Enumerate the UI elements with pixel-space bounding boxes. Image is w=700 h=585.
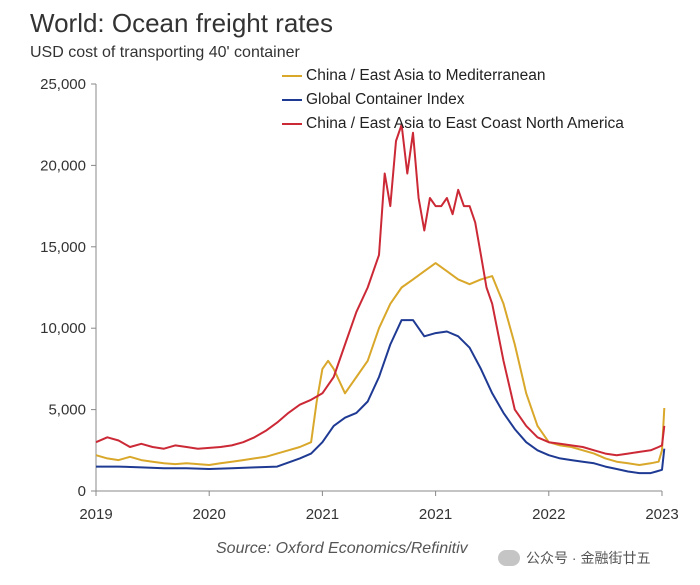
x-tick-label: 2021 bbox=[306, 506, 339, 523]
x-tick-label: 2022 bbox=[532, 506, 565, 523]
series-layer bbox=[95, 123, 666, 475]
legend-item-1: China / East Asia to Mediterranean bbox=[282, 64, 624, 88]
chart-title: World: Ocean freight rates bbox=[30, 8, 333, 38]
y-tick-label: 5,000 bbox=[48, 402, 86, 419]
legend-label: China / East Asia to Mediterranean bbox=[306, 67, 546, 84]
x-tick-label: 2020 bbox=[193, 506, 226, 523]
legend-label: China / East Asia to East Coast North Am… bbox=[306, 115, 624, 132]
watermark: 公众号 · 金融街廿五 bbox=[498, 548, 650, 568]
legend-item-3: China / East Asia to East Coast North Am… bbox=[282, 112, 624, 136]
legend-item-2: Global Container Index bbox=[282, 88, 624, 112]
chart-subtitle: USD cost of transporting 40' container bbox=[30, 44, 300, 61]
series-line-3 bbox=[95, 123, 666, 457]
y-tick-label: 20,000 bbox=[40, 157, 86, 174]
x-tick-label: 2021 bbox=[419, 506, 452, 523]
chart-legend: China / East Asia to Mediterranean Global… bbox=[282, 64, 624, 136]
chart-axes: 0 5,000 10,000 15,000 20,000 25,000 2019 2020 20… bbox=[40, 76, 679, 523]
series-line-1 bbox=[95, 262, 666, 466]
legend-swatch bbox=[282, 99, 302, 101]
y-tick-label: 25,000 bbox=[40, 76, 86, 93]
y-tick-label: 15,000 bbox=[40, 239, 86, 256]
source-note: Source: Oxford Economics/Refinitiv bbox=[216, 540, 468, 557]
watermark-text: 公众号 · 金融街廿五 bbox=[526, 550, 651, 566]
x-tick-label: 2023 bbox=[645, 506, 678, 523]
x-tick-label: 2019 bbox=[79, 506, 112, 523]
wechat-icon bbox=[498, 550, 520, 566]
legend-label: Global Container Index bbox=[306, 91, 465, 108]
legend-swatch bbox=[282, 75, 302, 77]
y-tick-label: 0 bbox=[78, 483, 86, 500]
series-line-2 bbox=[96, 319, 666, 475]
legend-swatch bbox=[282, 123, 302, 125]
y-tick-label: 10,000 bbox=[40, 320, 86, 337]
